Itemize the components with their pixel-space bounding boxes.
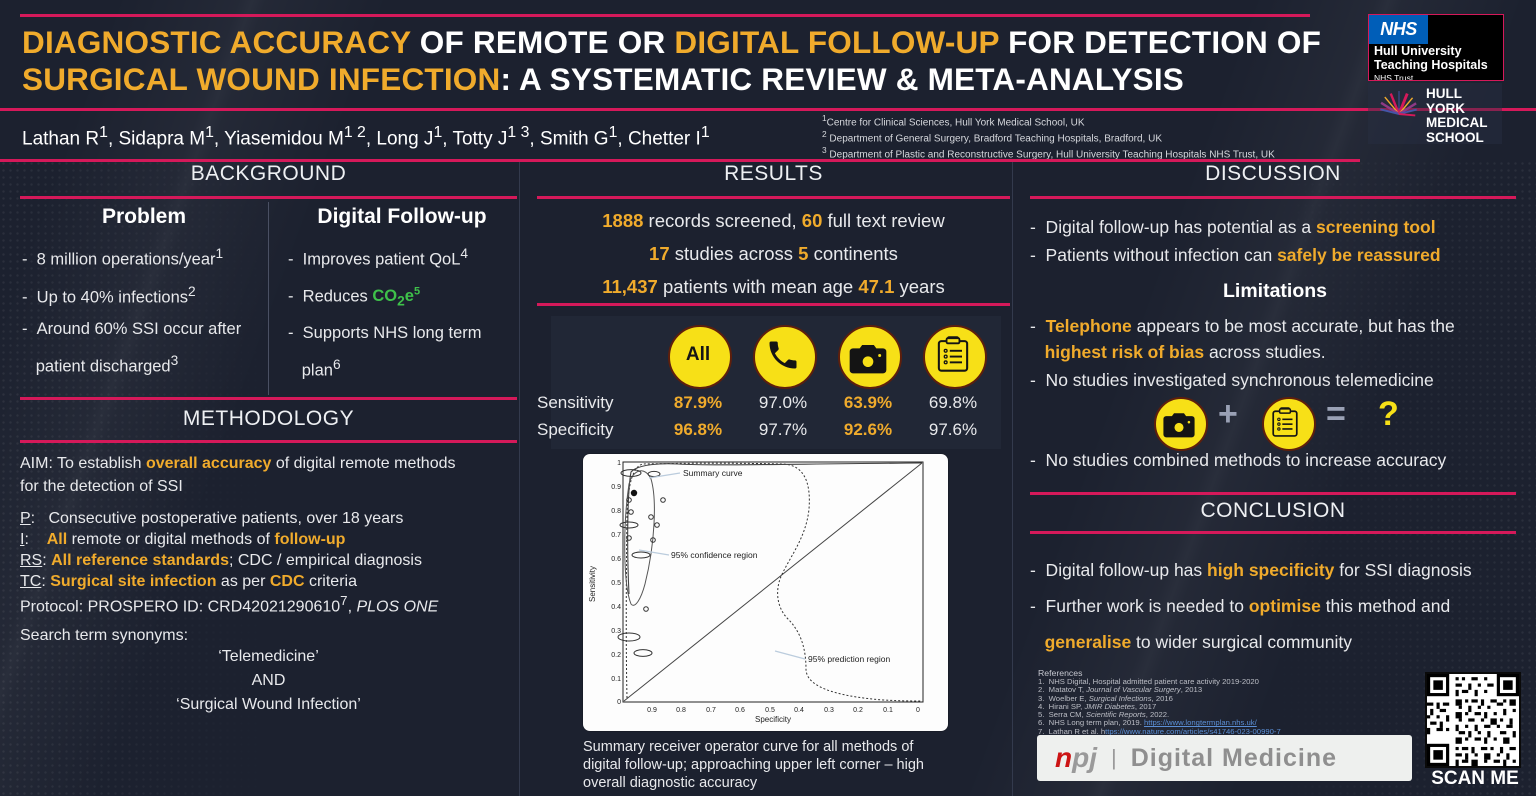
svg-text:0.7: 0.7 <box>706 707 716 714</box>
svg-text:0.1: 0.1 <box>883 707 893 714</box>
svg-text:0.9: 0.9 <box>611 484 621 491</box>
svg-text:Sensitivity: Sensitivity <box>588 566 597 602</box>
svg-text:0.9: 0.9 <box>647 707 657 714</box>
svg-text:0.4: 0.4 <box>611 604 621 611</box>
svg-text:1: 1 <box>617 460 621 467</box>
svg-text:Specificity: Specificity <box>755 715 791 724</box>
svg-text:0.1: 0.1 <box>611 676 621 683</box>
svg-text:0.2: 0.2 <box>611 652 621 659</box>
svg-text:0.6: 0.6 <box>735 707 745 714</box>
svg-text:0.4: 0.4 <box>794 707 804 714</box>
svg-text:0.5: 0.5 <box>765 707 775 714</box>
svg-text:0.8: 0.8 <box>611 508 621 515</box>
svg-text:0.6: 0.6 <box>611 556 621 563</box>
svg-text:95% prediction region: 95% prediction region <box>808 654 890 664</box>
svg-text:0.3: 0.3 <box>611 628 621 635</box>
svg-text:0.5: 0.5 <box>611 580 621 587</box>
svg-text:0: 0 <box>916 707 920 714</box>
svg-text:0: 0 <box>617 699 621 706</box>
svg-text:0.7: 0.7 <box>611 532 621 539</box>
svg-text:95% confidence region: 95% confidence region <box>671 550 758 560</box>
svg-text:0.8: 0.8 <box>676 707 686 714</box>
svg-text:Summary curve: Summary curve <box>683 468 743 478</box>
svg-text:0.2: 0.2 <box>853 707 863 714</box>
svg-text:0.3: 0.3 <box>824 707 834 714</box>
